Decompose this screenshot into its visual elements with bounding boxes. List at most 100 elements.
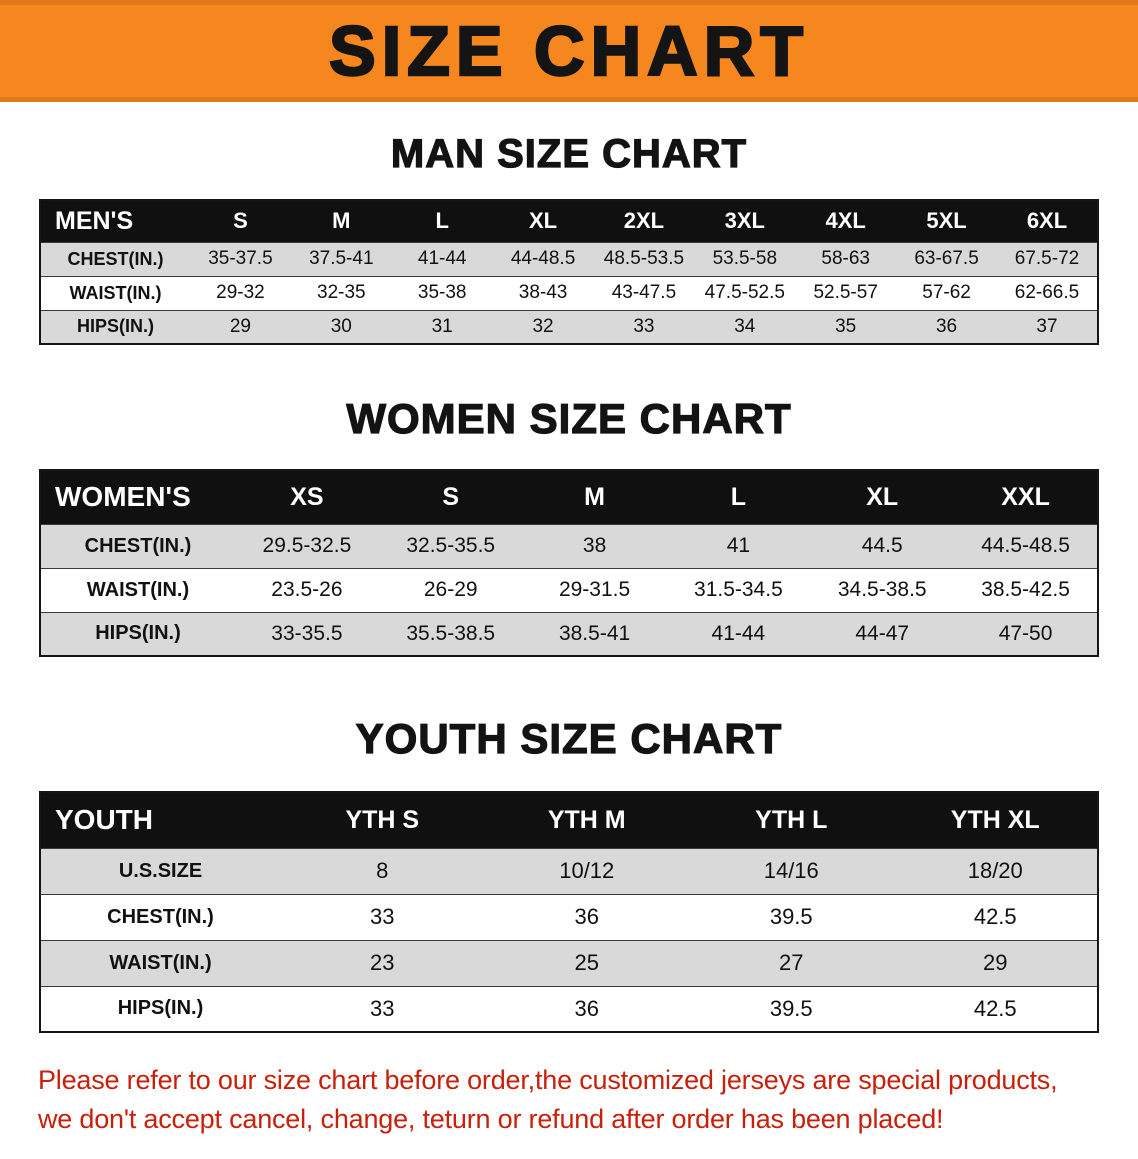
- table-cell: 32: [492, 309, 594, 344]
- table-row: WAIST(IN.) 23.5-26 26-29 29-31.5 31.5-34.5 34…: [40, 567, 1098, 612]
- banner-title: SIZE CHART: [328, 11, 809, 92]
- column-header: S: [378, 470, 523, 524]
- women-size-table: WOMEN'S XS S M L XL XXL CHEST(IN.) 29.5-32.5 32.5…: [39, 469, 1099, 657]
- table-cell: 42.5: [893, 893, 1098, 940]
- table-cell: 25: [484, 939, 689, 986]
- notice-line-1: Please refer to our size chart before or…: [38, 1065, 1058, 1095]
- table-cell: 29: [893, 939, 1098, 986]
- table-cell: 38: [522, 523, 667, 568]
- table-cell: 47.5-52.5: [694, 275, 796, 310]
- table-cell: 43-47.5: [593, 275, 695, 310]
- table-cell: 27: [689, 939, 894, 986]
- table-cell: 35: [795, 309, 897, 344]
- table-cell: 38-43: [492, 275, 594, 310]
- table-cell: 33: [280, 893, 485, 940]
- column-header: 2XL: [593, 200, 695, 242]
- men-size-table: MEN'S S M L XL 2XL 3XL 4XL 5XL 6XL CHEST(IN.) 35-37…: [39, 199, 1099, 345]
- table-title-cell: MEN'S: [40, 200, 190, 242]
- column-header: M: [290, 200, 392, 242]
- row-label: HIPS(IN.): [40, 611, 235, 656]
- table-cell: 14/16: [689, 847, 894, 894]
- column-header: L: [391, 200, 493, 242]
- women-size-table-container: WOMEN'S XS S M L XL XXL CHEST(IN.) 29.5-32.5 32.5…: [39, 469, 1099, 657]
- table-cell: 47-50: [954, 611, 1098, 656]
- table-row: CHEST(IN.) 33 36 39.5 42.5: [40, 893, 1098, 940]
- row-label: WAIST(IN.): [40, 939, 280, 986]
- table-cell: 18/20: [893, 847, 1098, 894]
- table-cell: 41-44: [666, 611, 811, 656]
- table-cell: 48.5-53.5: [593, 241, 695, 276]
- banner: SIZE CHART: [0, 0, 1138, 102]
- row-label: CHEST(IN.): [40, 893, 280, 940]
- column-header: YTH S: [280, 792, 485, 848]
- man-size-section: MAN SIZE CHART MEN'S S M L XL 2XL 3XL 4XL 5XL 6XL…: [0, 131, 1138, 345]
- table-cell: 31: [391, 309, 493, 344]
- youth-size-section: YOUTH SIZE CHART YOUTH YTH S YTH M YTH L YTH…: [0, 714, 1138, 1033]
- table-cell: 33: [280, 985, 485, 1032]
- table-cell: 44.5-48.5: [954, 523, 1098, 568]
- row-label: HIPS(IN.): [40, 985, 280, 1032]
- table-row: WAIST(IN.) 29-32 32-35 35-38 38-43 43-47.5 47.…: [40, 275, 1098, 310]
- table-cell: 33: [593, 309, 695, 344]
- column-header: 6XL: [997, 200, 1098, 242]
- men-size-table-container: MEN'S S M L XL 2XL 3XL 4XL 5XL 6XL CHEST(IN.) 35-37…: [39, 199, 1099, 345]
- table-cell: 67.5-72: [997, 241, 1098, 276]
- row-label: CHEST(IN.): [40, 241, 190, 276]
- table-row: HIPS(IN.) 33 36 39.5 42.5: [40, 985, 1098, 1032]
- table-row: CHEST(IN.) 29.5-32.5 32.5-35.5 38 41 44.5 44.5…: [40, 523, 1098, 568]
- table-cell: 53.5-58: [694, 241, 796, 276]
- table-row: WAIST(IN.) 23 25 27 29: [40, 939, 1098, 986]
- youth-size-table-container: YOUTH YTH S YTH M YTH L YTH XL U.S.SIZE 8 10/12…: [39, 791, 1099, 1033]
- row-label: CHEST(IN.): [40, 523, 235, 568]
- row-label: U.S.SIZE: [40, 847, 280, 894]
- row-label: HIPS(IN.): [40, 309, 190, 344]
- table-cell: 39.5: [689, 893, 894, 940]
- table-cell: 33-35.5: [235, 611, 379, 656]
- column-header: YTH XL: [893, 792, 1098, 848]
- column-header: M: [522, 470, 667, 524]
- table-cell: 29: [190, 309, 291, 344]
- table-cell: 41: [666, 523, 811, 568]
- table-cell: 42.5: [893, 985, 1098, 1032]
- man-size-heading: MAN SIZE CHART: [390, 131, 748, 176]
- table-row: CHEST(IN.) 35-37.5 37.5-41 41-44 44-48.5 48.5…: [40, 241, 1098, 276]
- table-cell: 36: [896, 309, 997, 344]
- header-row: YOUTH YTH S YTH M YTH L YTH XL: [40, 792, 1098, 848]
- table-cell: 41-44: [391, 241, 493, 276]
- table-cell: 31.5-34.5: [666, 567, 811, 612]
- header-row: WOMEN'S XS S M L XL XXL: [40, 470, 1098, 524]
- column-header: 4XL: [795, 200, 897, 242]
- column-header: XS: [235, 470, 379, 524]
- table-cell: 34: [694, 309, 796, 344]
- row-label: WAIST(IN.): [40, 275, 190, 310]
- table-title-cell: YOUTH: [40, 792, 280, 848]
- table-cell: 35.5-38.5: [378, 611, 523, 656]
- table-cell: 38.5-42.5: [954, 567, 1098, 612]
- column-header: YTH M: [484, 792, 689, 848]
- table-row: U.S.SIZE 8 10/12 14/16 18/20: [40, 847, 1098, 894]
- youth-size-heading: YOUTH SIZE CHART: [355, 714, 783, 762]
- table-cell: 37: [997, 309, 1098, 344]
- table-cell: 44.5: [810, 523, 955, 568]
- table-cell: 62-66.5: [997, 275, 1098, 310]
- table-cell: 23: [280, 939, 485, 986]
- table-cell: 30: [290, 309, 392, 344]
- table-cell: 29.5-32.5: [235, 523, 379, 568]
- table-cell: 58-63: [795, 241, 897, 276]
- table-cell: 26-29: [378, 567, 523, 612]
- notice-line-2: we don't accept cancel, change, teturn o…: [38, 1104, 944, 1135]
- table-cell: 36: [484, 985, 689, 1032]
- women-size-heading: WOMEN SIZE CHART: [346, 394, 792, 442]
- table-cell: 35-38: [391, 275, 493, 310]
- column-header: YTH L: [689, 792, 894, 848]
- table-cell: 37.5-41: [290, 241, 392, 276]
- table-cell: 39.5: [689, 985, 894, 1032]
- table-cell: 52.5-57: [795, 275, 897, 310]
- table-cell: 63-67.5: [896, 241, 997, 276]
- column-header: 3XL: [694, 200, 796, 242]
- header-row: MEN'S S M L XL 2XL 3XL 4XL 5XL 6XL: [40, 200, 1098, 242]
- column-header: L: [666, 470, 811, 524]
- table-title-cell: WOMEN'S: [40, 470, 235, 524]
- table-cell: 32-35: [290, 275, 392, 310]
- column-header: XL: [492, 200, 594, 242]
